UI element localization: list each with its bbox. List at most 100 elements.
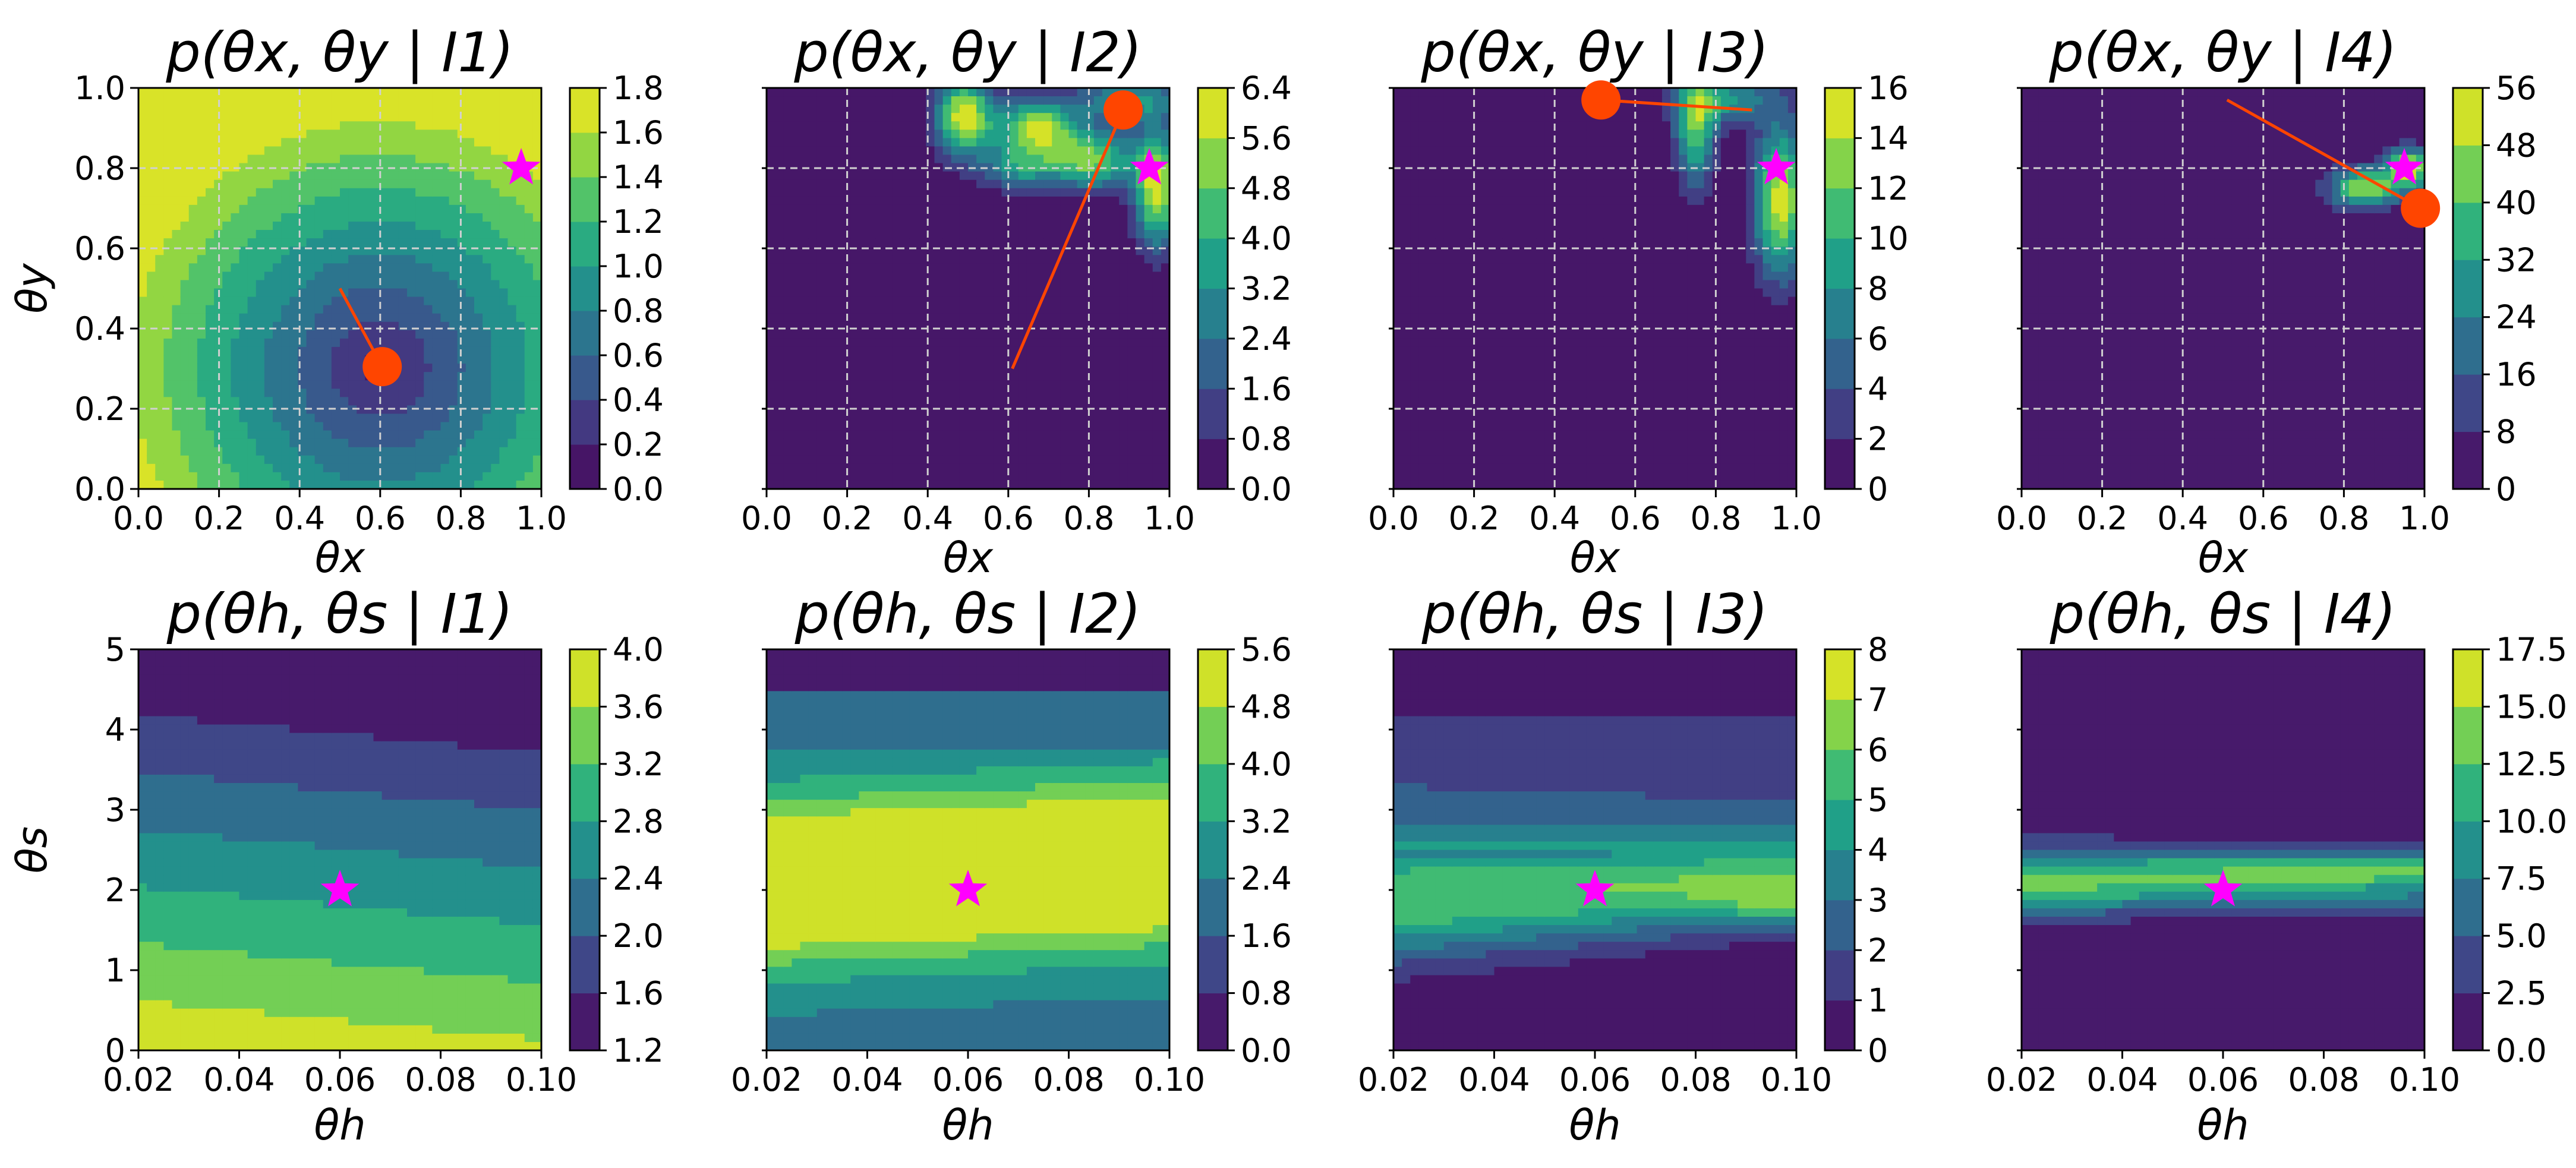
colorbar-tick-label: 15.0 [2496,688,2567,725]
colorbar-tick-label: 2.4 [613,860,664,898]
colorbar-tick-label: 0.8 [613,292,664,330]
colorbar-tick-label: 1.6 [1241,917,1292,955]
colorbar-band [1825,750,1855,800]
colorbar-band [1825,238,1855,289]
colorbar-band [570,821,600,879]
x-axis-label: θx [315,534,365,582]
panel-title: p(θh, θs | I2) [794,582,1142,646]
x-tick-label: 0.10 [2389,1061,2460,1098]
y-axis-label: θy [8,263,56,314]
estimate-marker [2401,189,2440,228]
x-tick-label: 1.0 [1144,500,1195,537]
x-tick-label: 0.2 [822,500,873,537]
x-tick-label: 0.8 [1690,500,1741,537]
x-tick-label: 0.06 [932,1061,1004,1098]
colorbar-tick-label: 2.4 [1241,320,1292,358]
colorbar-tick-label: 6 [1868,320,1888,358]
colorbar-tick-label: 3.2 [613,746,664,783]
x-tick-label: 0.08 [405,1061,476,1098]
contour-fill [1393,88,1797,490]
y-axis-label: θs [8,826,56,873]
estimate-marker [1581,80,1620,119]
colorbar-tick-label: 1.0 [613,248,664,285]
x-tick-label: 0.10 [1134,1061,1205,1098]
colorbar-tick-label: 16 [1868,70,1909,107]
y-tick-label: 5 [105,631,125,668]
colorbar-tick-label: 17.5 [2496,631,2567,668]
x-tick-label: 0.04 [1458,1061,1530,1098]
colorbar-tick-label: 2.5 [2496,975,2547,1012]
x-tick-label: 0.06 [2187,1061,2259,1098]
colorbar-band [1825,1000,1855,1051]
y-tick-label: 1 [105,952,125,989]
colorbar-tick-label: 10.0 [2496,803,2567,840]
colorbar-tick-label: 3.6 [613,688,664,725]
x-tick-label: 1.0 [2399,500,2450,537]
colorbar-tick-label: 3.2 [1241,270,1292,308]
y-tick-label: 0.8 [74,150,125,187]
colorbar-band [1198,706,1228,764]
colorbar-tick-label: 48 [2496,127,2537,164]
contour-fill [1393,649,1797,1051]
x-tick-label: 1.0 [516,500,567,537]
x-tick-label: 0.8 [1063,500,1114,537]
colorbar-band [1825,339,1855,389]
y-tick-label: 2 [105,872,125,909]
colorbar-band [570,132,600,178]
colorbar-tick-label: 1.2 [613,1032,664,1069]
colorbar-tick-label: 1.4 [613,159,664,196]
colorbar-band [1198,339,1228,389]
colorbar-tick-label: 0.2 [613,426,664,463]
x-axis-label: θx [943,534,994,582]
contour-fill [767,88,1170,490]
x-tick-label: 0.08 [1660,1061,1731,1098]
colorbar-band [1198,289,1228,339]
colorbar-tick-label: 5.6 [1241,631,1292,668]
y-tick-label: 0.4 [74,310,125,348]
colorbar-tick-label: 32 [2496,241,2537,279]
x-tick-label: 0.6 [1610,500,1661,537]
colorbar: 0.02.55.07.510.012.515.017.5 [2453,631,2567,1069]
x-tick-label: 0.8 [435,500,486,537]
colorbar-band [1825,900,1855,951]
x-tick-label: 0.04 [2086,1061,2158,1098]
colorbar-band [2453,936,2483,993]
x-tick-label: 0.6 [2238,500,2289,537]
colorbar-band [2453,993,2483,1051]
colorbar-tick-label: 2 [1868,421,1888,458]
x-tick-label: 0.4 [2157,500,2208,537]
colorbar-tick-label: 2.8 [613,803,664,840]
y-tick-label: 0.2 [74,390,125,428]
colorbar-band [1825,88,1855,138]
colorbar-band [2453,764,2483,822]
colorbar-tick-label: 12 [1868,170,1909,207]
x-tick-label: 0.08 [1033,1061,1104,1098]
x-tick-label: 0.0 [1996,500,2047,537]
x-tick-label: 0.6 [983,500,1034,537]
y-tick-label: 1.0 [74,70,125,107]
colorbar-band [570,706,600,764]
colorbar-tick-label: 0.0 [1241,471,1292,508]
colorbar-tick-label: 4.0 [613,631,664,668]
colorbar-band [2453,374,2483,432]
colorbar-tick-label: 0.0 [2496,1032,2547,1069]
x-tick-label: 0.04 [203,1061,275,1098]
colorbar-tick-label: 4.0 [1241,220,1292,257]
colorbar: 0.00.81.62.43.24.04.85.6 [1198,631,1292,1069]
panel-title: p(θh, θs | I1) [166,582,513,646]
colorbar-tick-label: 40 [2496,184,2537,222]
x-axis-label: θh [1569,1101,1620,1150]
y-tick-label: 4 [105,711,125,749]
colorbar-tick-label: 0 [1868,471,1888,508]
y-tick-label: 0.0 [74,471,125,508]
panel-1: 0.0 0.2 0.4 0.6 0.8 1.00.00.20.40.60.81.0θxθy… [8,21,664,582]
colorbar-band [2453,821,2483,879]
estimate-marker [1103,90,1143,130]
x-axis-label: θx [2198,534,2249,582]
colorbar-band [570,177,600,222]
colorbar-band [570,444,600,490]
panel-title: p(θx, θy | I2) [793,21,1142,84]
